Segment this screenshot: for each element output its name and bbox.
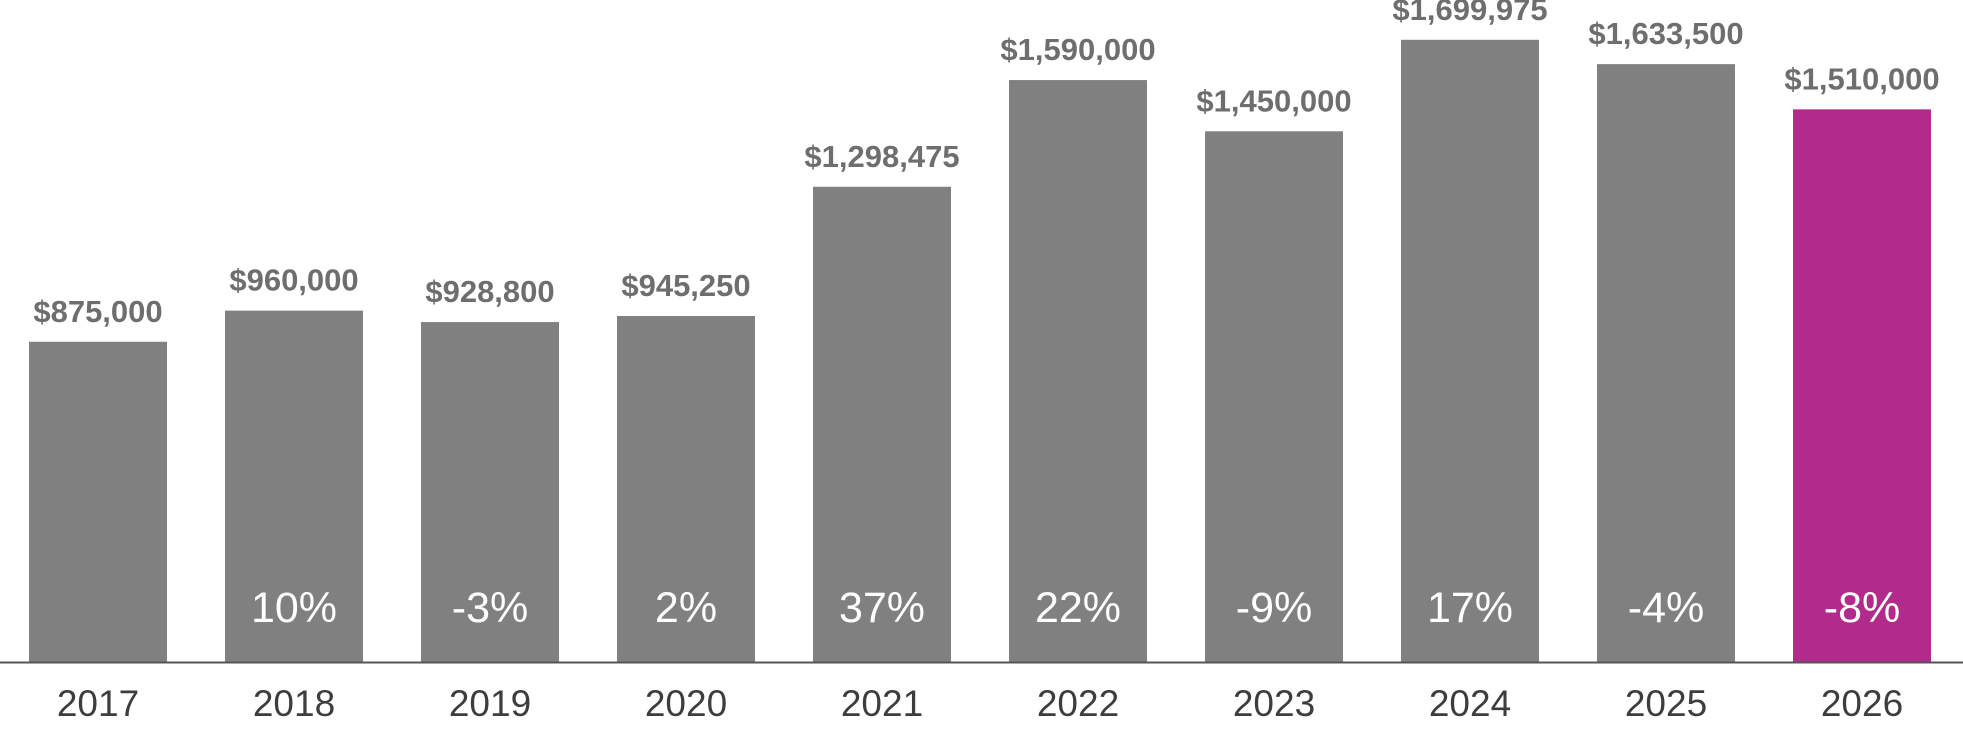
x-tick-label-2025: 2025 (1625, 683, 1707, 724)
value-label-2019: $928,800 (425, 274, 554, 309)
bar-2022 (1009, 80, 1147, 662)
bar-2024 (1401, 39, 1539, 663)
change-label-2022: 22% (1035, 584, 1121, 632)
bar-2019 (421, 322, 559, 662)
bars-group (29, 39, 1931, 663)
change-label-2024: 17% (1427, 584, 1513, 632)
x-tick-label-2024: 2024 (1429, 683, 1511, 724)
x-tick-label-2021: 2021 (841, 683, 923, 724)
value-label-2021: $1,298,475 (804, 139, 959, 174)
x-tick-label-2023: 2023 (1233, 683, 1315, 724)
bar-2025 (1597, 64, 1735, 663)
value-label-2017: $875,000 (33, 294, 162, 329)
bar-2026 (1793, 109, 1931, 663)
value-label-2025: $1,633,500 (1588, 16, 1743, 51)
value-label-2022: $1,590,000 (1000, 32, 1155, 67)
x-tick-label-2022: 2022 (1037, 683, 1119, 724)
change-label-2019: -3% (452, 584, 528, 632)
bar-2023 (1205, 131, 1343, 663)
change-label-2018: 10% (251, 584, 337, 632)
x-tick-label-2018: 2018 (253, 683, 335, 724)
change-label-2021: 37% (839, 584, 925, 632)
x-tick-label-2020: 2020 (645, 683, 727, 724)
x-tick-label-2017: 2017 (57, 683, 139, 724)
value-label-2026: $1,510,000 (1784, 61, 1939, 96)
bar-2021 (813, 186, 951, 662)
labels-group: $875,000 2017 $960,000 10% 2018 $928,800 -3% 20… (33, 0, 1939, 724)
change-label-2020: 2% (655, 584, 717, 632)
bar-2017 (29, 341, 167, 662)
bar-2018 (225, 310, 363, 662)
value-label-2020: $945,250 (621, 268, 750, 303)
value-label-2024: $1,699,975 (1392, 0, 1547, 27)
x-tick-label-2019: 2019 (449, 683, 531, 724)
change-label-2026: -8% (1824, 584, 1900, 632)
bar-2020 (617, 316, 755, 662)
x-tick-label-2026: 2026 (1821, 683, 1903, 724)
value-label-2023: $1,450,000 (1196, 83, 1351, 118)
change-label-2023: -9% (1236, 584, 1312, 632)
change-label-2025: -4% (1628, 584, 1704, 632)
value-label-2018: $960,000 (229, 263, 358, 298)
